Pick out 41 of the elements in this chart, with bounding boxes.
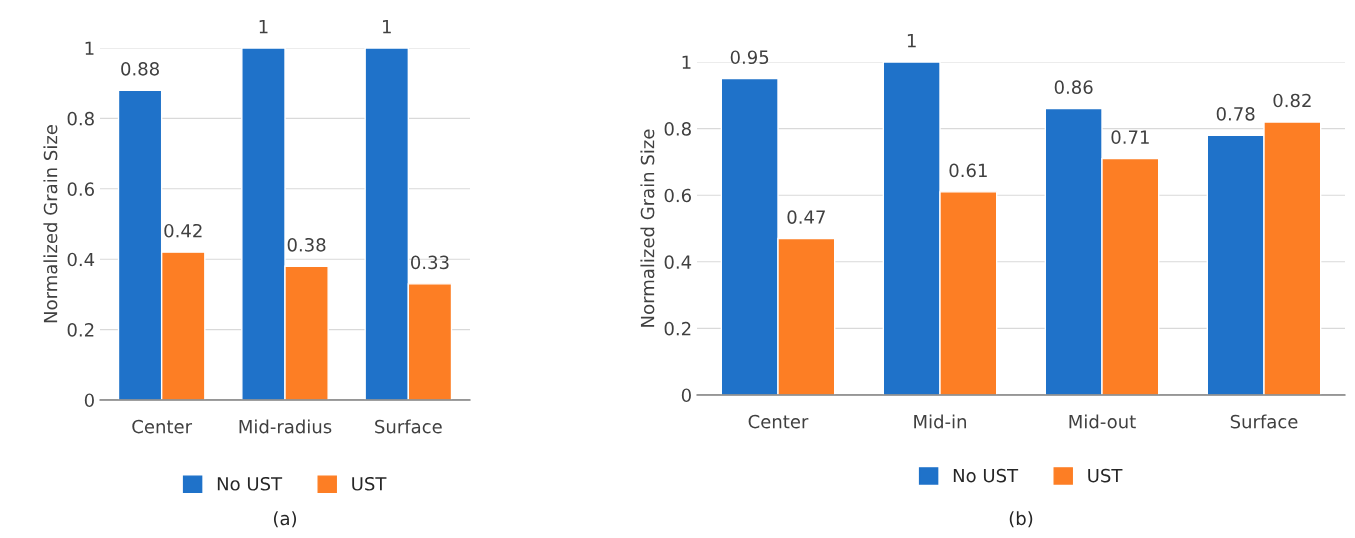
x-tick-label: Mid-out <box>1069 414 1136 429</box>
y-tick-label: 0.4 <box>664 255 692 269</box>
y-axis-title: Normalized Grain Size <box>43 125 58 323</box>
y-tick-label: 0.4 <box>67 252 95 267</box>
y-tick-label: 1 <box>85 41 94 55</box>
data-label: 0.88 <box>121 61 159 76</box>
data-label: 0.33 <box>411 255 449 270</box>
y-tick-label: 0.2 <box>664 321 691 336</box>
data-label: 0.42 <box>164 223 202 238</box>
data-label: 0.78 <box>1216 106 1255 121</box>
data-label: 0.86 <box>1054 80 1093 95</box>
y-axis-title: Normalized Grain Size <box>640 129 655 327</box>
y-tick-label: 0 <box>681 388 691 403</box>
legend-label: No UST <box>953 468 1019 483</box>
y-tick-label: 1 <box>682 55 691 69</box>
data-label: 1 <box>907 33 916 48</box>
text: (a) <box>273 511 297 528</box>
data-label: 1 <box>259 19 268 34</box>
data-label: 0.47 <box>787 210 825 224</box>
y-tick-label: 0.6 <box>67 182 94 196</box>
legend-label: UST <box>1088 468 1123 483</box>
data-label: 0.71 <box>1111 130 1149 144</box>
x-tick-label: Center <box>132 419 193 434</box>
data-label: 0.61 <box>949 163 987 178</box>
legend-label: No UST <box>217 476 283 491</box>
data-label: 0.38 <box>287 237 326 252</box>
y-tick-label: 0.2 <box>67 323 94 337</box>
y-tick-label: 0 <box>84 393 94 408</box>
data-label: 0.82 <box>1273 93 1311 108</box>
x-tick-label: Mid-radius <box>239 419 332 434</box>
x-tick-label: Center <box>748 414 809 429</box>
text: (b) <box>1009 511 1033 528</box>
x-tick-label: Mid-in <box>914 414 966 429</box>
x-tick-label: Surface <box>1230 414 1298 429</box>
data-label: 1 <box>382 19 391 34</box>
y-tick-label: 0.6 <box>664 188 691 203</box>
data-label: 0.95 <box>730 50 769 65</box>
x-tick-label: Surface <box>375 419 442 434</box>
y-tick-label: 0.8 <box>664 122 691 136</box>
legend-label: UST <box>352 476 387 491</box>
y-tick-label: 0.8 <box>67 111 94 126</box>
